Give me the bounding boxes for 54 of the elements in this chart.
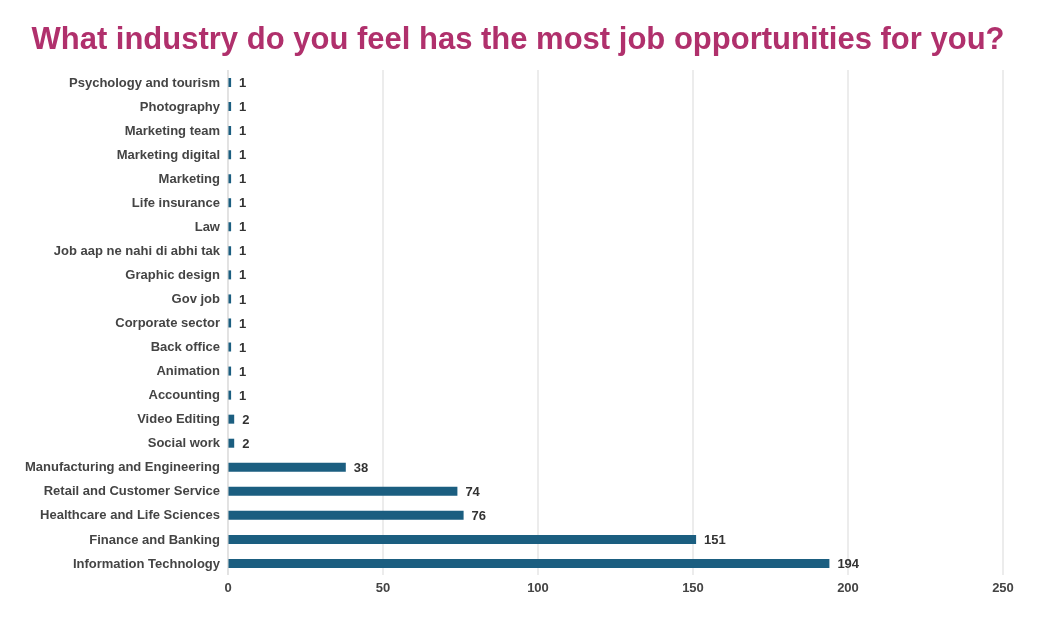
bar	[228, 486, 458, 496]
data-label: 38	[353, 459, 369, 475]
x-tick-label: 0	[224, 580, 232, 596]
data-label: 74	[465, 483, 481, 499]
data-label: 2	[242, 411, 250, 427]
y-tick-label: Life insurance	[131, 194, 220, 210]
data-label: 1	[239, 147, 247, 163]
data-label: 1	[239, 315, 247, 331]
y-tick-label: Retail and Customer Service	[43, 483, 220, 499]
y-tick-label: Job aap ne nahi di abhi tak	[53, 242, 221, 258]
x-tick-label: 250	[992, 580, 1014, 596]
y-tick-label: Marketing	[158, 170, 221, 186]
x-tick-label: 150	[682, 580, 704, 596]
bar	[228, 462, 346, 472]
y-tick-label: Manufacturing and Engineering	[24, 459, 221, 475]
data-label: 1	[239, 387, 247, 403]
y-tick-label: Graphic design	[125, 267, 221, 283]
data-label: 1	[239, 219, 247, 235]
bar	[228, 534, 697, 544]
data-label: 1	[239, 99, 247, 115]
data-label: 1	[239, 195, 247, 211]
y-tick-label: Marketing digital	[116, 146, 220, 162]
data-label: 76	[471, 507, 487, 523]
bar	[228, 510, 464, 520]
y-tick-label: Photography	[139, 98, 221, 114]
data-label: 2	[242, 435, 250, 451]
data-label: 1	[239, 339, 247, 355]
data-label: 151	[704, 532, 726, 548]
y-tick-label: Corporate sector	[115, 315, 220, 331]
data-label: 1	[239, 171, 247, 187]
data-label: 1	[239, 363, 247, 379]
y-tick-label: Psychology and tourism	[69, 74, 220, 90]
y-tick-label: Marketing team	[124, 122, 220, 138]
data-label: 1	[239, 123, 247, 139]
y-tick-label: Law	[194, 218, 221, 234]
y-tick-label: Finance and Banking	[89, 531, 221, 547]
y-tick-label: Back office	[150, 339, 220, 355]
x-tick-label: 200	[837, 580, 859, 596]
data-label: 1	[239, 75, 247, 91]
data-label: 1	[239, 291, 247, 307]
y-tick-label: Gov job	[171, 291, 221, 307]
x-tick-label: 50	[375, 580, 391, 596]
y-tick-label: Video Editing	[137, 411, 221, 427]
y-tick-label: Animation	[156, 363, 221, 379]
x-tick-label: 100	[527, 580, 549, 596]
y-tick-label: Social work	[147, 435, 221, 451]
y-tick-label: Information Technology	[72, 555, 221, 571]
bar	[228, 558, 830, 568]
data-label: 1	[239, 243, 247, 259]
chart-title: What industry do you feel has the most job opportunities for you?	[30, 20, 1006, 58]
data-label: 194	[837, 556, 860, 572]
data-label: 1	[239, 267, 247, 283]
y-tick-label: Healthcare and Life Sciences	[40, 507, 220, 523]
y-tick-label: Accounting	[148, 387, 221, 403]
